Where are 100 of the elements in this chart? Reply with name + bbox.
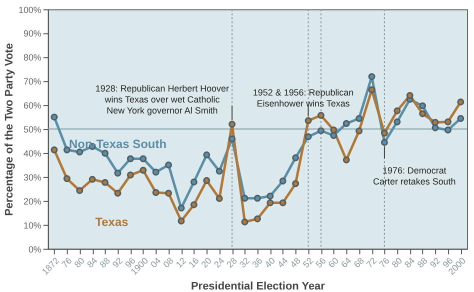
series-label: Non-Texas South xyxy=(68,137,167,151)
y-tick-label: 50% xyxy=(23,124,42,135)
point xyxy=(241,194,248,202)
point xyxy=(368,73,376,80)
point xyxy=(178,218,185,224)
x-tick-label: 40 xyxy=(262,256,278,270)
point xyxy=(317,112,324,119)
x-tick-label: 52 xyxy=(300,256,316,270)
x-tick-label: 76 xyxy=(60,256,74,270)
point xyxy=(76,187,84,194)
point xyxy=(457,115,464,122)
point xyxy=(102,178,109,186)
point xyxy=(126,155,134,162)
point xyxy=(406,92,414,99)
point xyxy=(432,124,439,132)
x-tick-label: 80 xyxy=(390,256,404,270)
x-tick-label: 36 xyxy=(250,256,264,270)
point xyxy=(63,146,70,154)
point xyxy=(190,178,198,186)
point xyxy=(140,166,147,174)
point xyxy=(50,146,58,154)
point xyxy=(165,161,172,168)
point xyxy=(279,178,286,184)
point xyxy=(380,130,388,137)
point xyxy=(203,151,210,158)
x-tick-label: 92 xyxy=(428,256,442,270)
point xyxy=(419,102,426,110)
point xyxy=(203,177,210,184)
x-tick-label: 60 xyxy=(326,256,341,270)
point xyxy=(228,135,236,142)
x-tick-label: 48 xyxy=(288,256,302,270)
point xyxy=(380,138,388,146)
point xyxy=(266,199,274,206)
x-tick-label: 88 xyxy=(415,256,430,270)
x-tick-label: 64 xyxy=(339,256,354,270)
x-tick-label: 04 xyxy=(148,256,163,270)
x-tick-label: 28 xyxy=(224,256,239,270)
x-tick-label: 84 xyxy=(402,256,417,270)
point xyxy=(279,199,286,206)
y-tick-label: 60% xyxy=(23,100,42,111)
x-tick-label: 56 xyxy=(314,256,328,270)
point xyxy=(330,132,338,139)
x-tick-label: 80 xyxy=(72,256,87,270)
point xyxy=(432,118,439,126)
point xyxy=(457,98,464,106)
point xyxy=(152,168,160,176)
point xyxy=(178,204,185,212)
point xyxy=(419,110,426,118)
point xyxy=(102,150,109,157)
point xyxy=(254,194,261,202)
point xyxy=(126,172,134,178)
x-tick-label: 12 xyxy=(174,256,188,270)
point xyxy=(368,86,376,94)
point xyxy=(241,218,248,226)
y-tick-label: 20% xyxy=(23,196,42,206)
point xyxy=(190,201,198,208)
annotation: 1952 & 1956: Republican Eisenhower wins Texas xyxy=(252,88,354,109)
x-tick-label: 24 xyxy=(212,256,226,270)
point xyxy=(342,156,350,164)
point xyxy=(342,120,350,128)
point xyxy=(216,195,223,202)
y-tick-label: 100% xyxy=(18,4,42,15)
y-tick-label: 40% xyxy=(23,148,42,158)
point xyxy=(356,115,363,122)
x-tick-label: 76 xyxy=(377,256,392,270)
x-tick-label: 16 xyxy=(186,256,201,270)
point xyxy=(254,215,261,222)
y-tick-label: 80% xyxy=(23,52,42,63)
point xyxy=(317,127,324,134)
point xyxy=(140,155,147,162)
x-tick-label: 84 xyxy=(85,256,100,270)
x-tick-label: 08 xyxy=(161,256,176,270)
series-label: Texas xyxy=(95,214,129,229)
point xyxy=(165,190,172,197)
y-axis-title: Percentage of the Two Party Vote xyxy=(3,43,16,216)
point xyxy=(266,192,274,200)
point xyxy=(292,154,300,162)
y-tick-label: 70% xyxy=(23,76,42,87)
x-tick-label: 44 xyxy=(276,256,290,270)
x-tick-label: 68 xyxy=(352,256,366,270)
x-axis-title: Presidential Election Year xyxy=(190,280,326,292)
point xyxy=(304,117,312,124)
point xyxy=(444,126,452,134)
point xyxy=(356,127,363,134)
point xyxy=(76,148,84,156)
point xyxy=(114,190,122,197)
y-tick-label: 10% xyxy=(23,220,42,230)
y-tick-label: 0% xyxy=(28,244,42,254)
point xyxy=(444,118,452,126)
point xyxy=(50,114,58,121)
x-tick-label: 32 xyxy=(237,256,252,270)
x-tick-label: 88 xyxy=(98,256,112,270)
point xyxy=(152,189,160,196)
annotation: 1976: Democrat Carter retakes South xyxy=(373,165,456,186)
point xyxy=(330,126,338,134)
point xyxy=(114,170,122,177)
y-tick-label: 90% xyxy=(23,28,42,39)
point xyxy=(216,168,223,175)
point xyxy=(63,175,70,182)
point xyxy=(88,176,96,183)
